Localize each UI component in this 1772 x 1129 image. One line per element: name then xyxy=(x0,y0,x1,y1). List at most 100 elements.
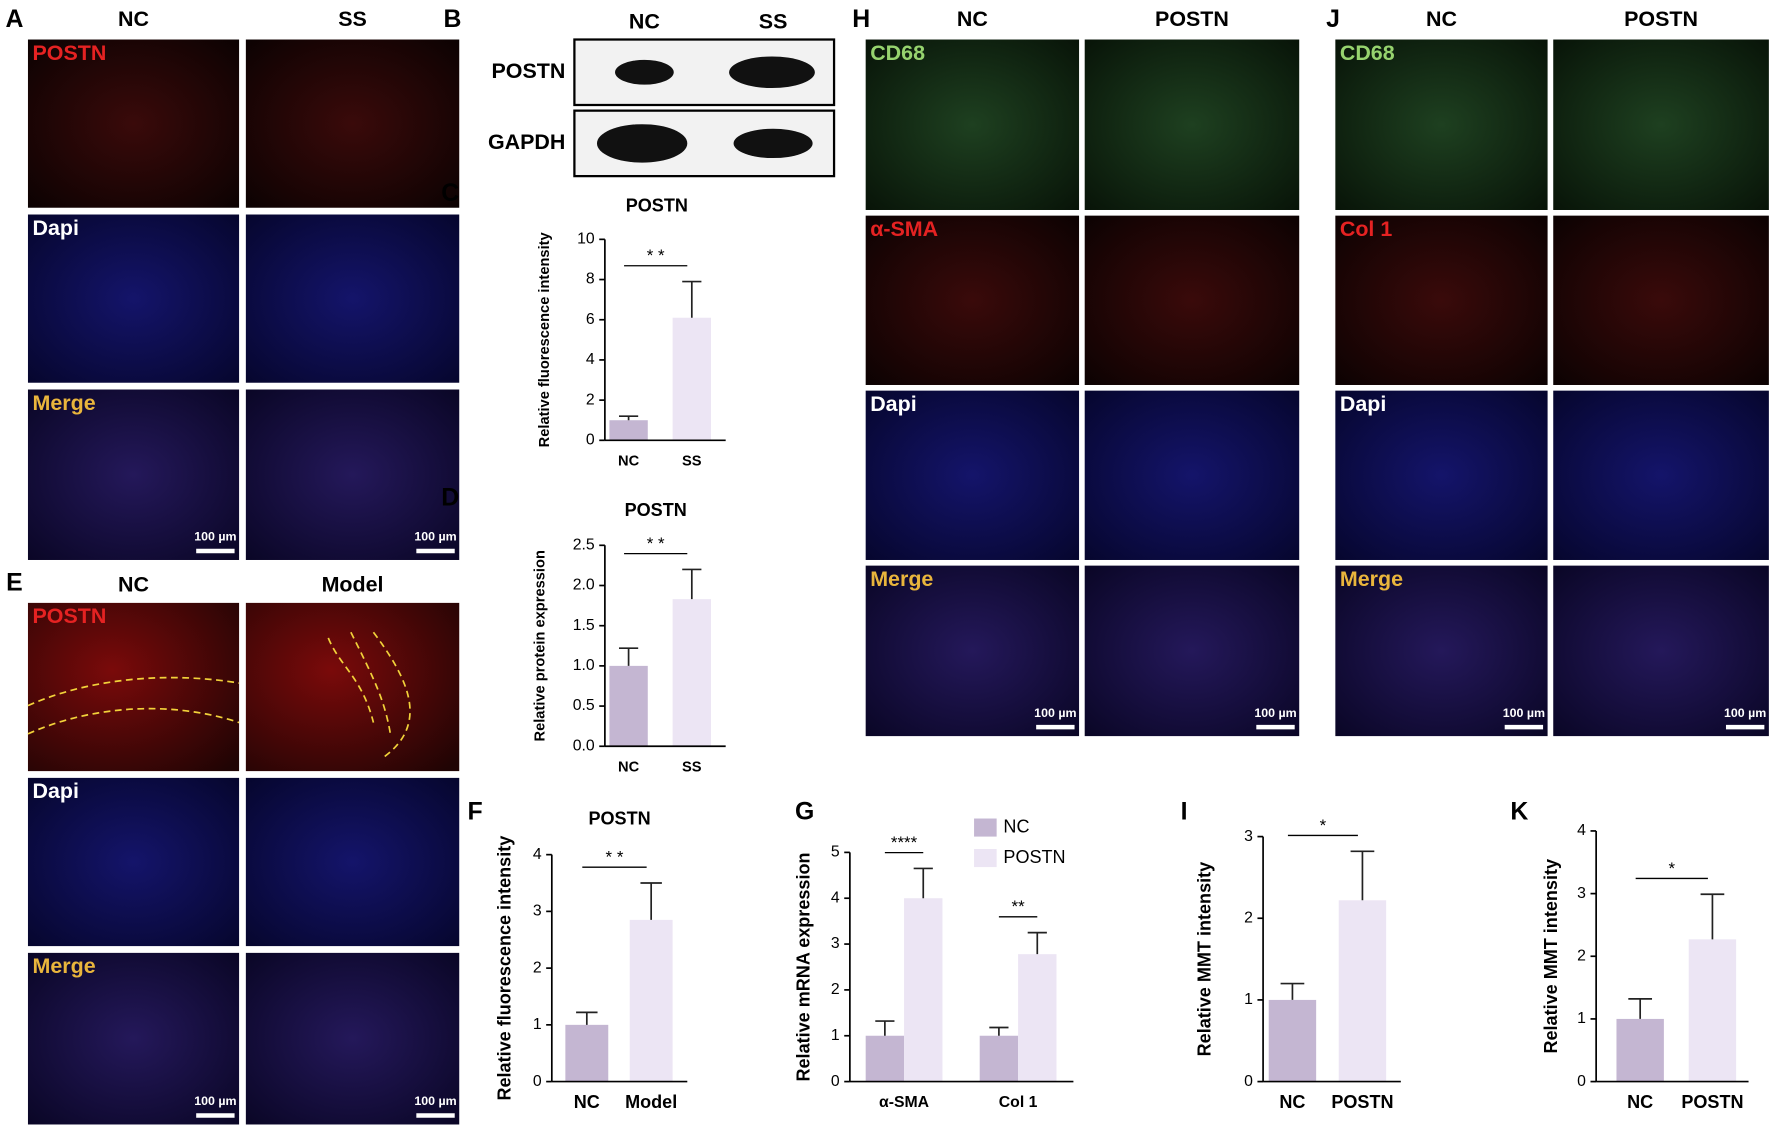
row-label: α-SMA xyxy=(870,217,938,241)
legend-swatch xyxy=(974,849,997,868)
x-tick-label: POSTN xyxy=(1681,1092,1743,1112)
y-axis-label: Relative mRNA expression xyxy=(793,852,813,1081)
y-axis-label: Relative fluorescence intensity xyxy=(537,231,553,447)
y-tick-label: 4 xyxy=(533,846,542,863)
y-tick-label: 8 xyxy=(586,271,595,288)
row-label: GAPDH xyxy=(488,130,565,154)
column-header: SS xyxy=(338,7,367,31)
bar xyxy=(609,420,648,441)
x-tick-label: NC xyxy=(574,1092,600,1112)
panel-letter: G xyxy=(795,798,814,825)
bar xyxy=(904,898,943,1082)
error-bar xyxy=(682,568,702,600)
row-label: Merge xyxy=(32,391,95,415)
y-tick-label: 4 xyxy=(1577,822,1586,839)
significance-label: * * xyxy=(606,848,624,867)
micrograph xyxy=(1553,390,1769,560)
x-tick-label: POSTN xyxy=(1331,1092,1393,1112)
y-tick-label: 10 xyxy=(577,231,595,248)
y-tick-label: 3 xyxy=(1577,885,1586,902)
panel-letter: K xyxy=(1510,798,1528,825)
panel-letter: H xyxy=(852,6,870,33)
y-tick-label: 0.5 xyxy=(573,697,595,714)
column-header: Model xyxy=(322,573,384,597)
y-tick-label: 2 xyxy=(831,981,840,998)
micrograph xyxy=(245,389,460,560)
x-tick-label: Col 1 xyxy=(999,1094,1038,1111)
column-header: NC xyxy=(957,7,988,31)
y-tick-label: 2.5 xyxy=(573,536,595,553)
blot-band xyxy=(615,59,674,85)
y-tick-label: 2 xyxy=(1577,947,1586,964)
micrograph xyxy=(245,952,460,1125)
row-label: POSTN xyxy=(32,41,106,65)
blot-band xyxy=(733,128,813,159)
y-tick-label: 0.0 xyxy=(573,737,595,754)
significance-label: * xyxy=(1320,816,1327,835)
panel-letter: E xyxy=(6,569,23,596)
y-tick-label: 2 xyxy=(586,391,595,408)
row-label: Dapi xyxy=(32,216,78,240)
x-tick-label: NC xyxy=(618,760,640,776)
y-tick-label: 2 xyxy=(533,959,542,976)
row-label: Merge xyxy=(32,954,95,978)
micrograph xyxy=(1553,39,1769,210)
micrograph xyxy=(1553,215,1769,385)
significance-label: * xyxy=(1668,859,1675,878)
micrograph xyxy=(245,602,460,772)
micrograph xyxy=(865,390,1080,560)
significance-label: ** xyxy=(1012,897,1026,916)
micrograph xyxy=(27,602,240,772)
error-bar xyxy=(618,415,639,421)
x-tick-label: NC xyxy=(1627,1092,1653,1112)
micrograph xyxy=(27,389,240,560)
significance-label: * * xyxy=(647,534,665,553)
column-header: NC xyxy=(629,9,660,33)
row-label: Dapi xyxy=(32,779,78,803)
y-axis-label: Relative protein expression xyxy=(532,550,548,741)
y-tick-label: 0 xyxy=(533,1073,542,1090)
scale-bar-label: 100 µm xyxy=(1724,706,1766,720)
micrograph xyxy=(27,214,240,383)
micrograph xyxy=(1335,215,1548,385)
region-outline xyxy=(327,631,411,758)
micrograph xyxy=(245,214,460,383)
error-bar xyxy=(913,867,933,899)
significance-label: **** xyxy=(891,833,918,852)
error-bar xyxy=(618,647,639,666)
bar xyxy=(1688,939,1737,1082)
micrograph xyxy=(1553,565,1769,737)
error-bar xyxy=(682,280,702,318)
error-bar xyxy=(576,1011,598,1025)
significance-label: * * xyxy=(647,246,665,265)
y-tick-label: 1.5 xyxy=(573,617,595,634)
bar xyxy=(979,1035,1019,1082)
micrograph xyxy=(27,39,240,208)
panel-letter: C xyxy=(441,180,459,207)
panel-letter: A xyxy=(5,6,23,33)
x-tick-label: Model xyxy=(625,1092,677,1112)
row-label: Dapi xyxy=(1340,392,1386,416)
micrograph xyxy=(1084,390,1300,560)
micrograph xyxy=(1335,390,1548,560)
row-label: POSTN xyxy=(32,604,106,628)
scale-bar-label: 100 µm xyxy=(1254,706,1296,720)
y-tick-label: 5 xyxy=(831,844,840,861)
y-tick-label: 3 xyxy=(831,935,840,952)
chart-title: POSTN xyxy=(588,808,650,828)
column-header: SS xyxy=(759,9,788,33)
y-tick-label: 2 xyxy=(1244,909,1253,926)
panel-letter: D xyxy=(441,485,459,512)
scale-bar-label: 100 µm xyxy=(194,1094,236,1108)
y-tick-label: 1 xyxy=(533,1016,542,1033)
error-bar xyxy=(1700,893,1725,940)
error-bar xyxy=(989,1026,1009,1036)
micrograph xyxy=(1084,215,1300,385)
error-bar xyxy=(1280,982,1305,1000)
bar xyxy=(1018,954,1057,1082)
y-tick-label: 3 xyxy=(1244,828,1253,845)
y-tick-label: 0 xyxy=(1577,1073,1586,1090)
x-tick-label: NC xyxy=(618,454,640,470)
y-axis-label: Relative MMT intensity xyxy=(1541,859,1561,1054)
bar xyxy=(609,665,648,747)
